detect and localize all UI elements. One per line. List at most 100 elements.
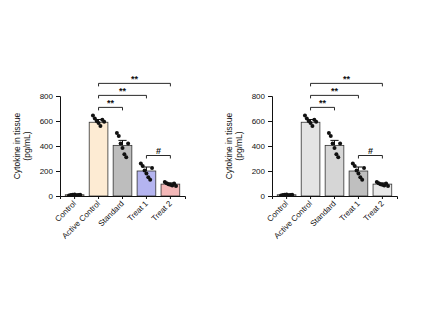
- tick-mark: [286, 196, 287, 199]
- annotation: #: [368, 146, 373, 156]
- data-point: [290, 193, 294, 196]
- annotation: **: [331, 86, 339, 96]
- tick-label: 600: [252, 117, 266, 126]
- data-point: [353, 164, 357, 168]
- annotation: **: [343, 74, 351, 84]
- data-point: [336, 155, 340, 159]
- tick: Treat 1: [126, 196, 150, 223]
- tick: Standard: [97, 196, 126, 228]
- data-point: [150, 166, 154, 170]
- tick-label: 600: [40, 117, 54, 126]
- tick-mark: [74, 196, 75, 199]
- data-point: [102, 120, 106, 124]
- tick: 600: [252, 117, 272, 126]
- tick: 800: [40, 92, 60, 101]
- bar: [325, 145, 344, 196]
- tick-label: Treat 2: [150, 199, 174, 223]
- tick-mark: [56, 121, 60, 122]
- x-axis: ControlActive ControlStandardTreat 1Trea…: [53, 196, 185, 241]
- data-point: [144, 172, 148, 176]
- data-point: [121, 146, 125, 150]
- tick: 400: [40, 142, 60, 151]
- tick-mark: [146, 196, 147, 199]
- annotation: **: [107, 98, 115, 108]
- tick-mark: [310, 196, 311, 199]
- data-point: [78, 193, 82, 196]
- tick-mark: [98, 196, 99, 199]
- tick-mark: [56, 171, 60, 172]
- axis-line: [56, 97, 61, 197]
- data-point: [314, 120, 318, 124]
- bar: [89, 122, 108, 196]
- chart: 0 200 400 600 800 ControlActive ControlStanda…: [12, 74, 186, 241]
- tick-mark: [56, 146, 60, 147]
- axis-title: Cytokine in tissue(pg/mL): [224, 112, 244, 179]
- tick-mark: [268, 96, 272, 97]
- data-point: [310, 124, 314, 128]
- tick: 600: [40, 117, 60, 126]
- data-point: [362, 166, 366, 170]
- y-axis: 0 200 400 600 800: [40, 92, 61, 201]
- tick-mark: [56, 96, 60, 97]
- tick-label: Treat 1: [126, 199, 150, 223]
- axis-title-line: Cytokine in tissue: [12, 112, 22, 179]
- tick-mark: [268, 146, 272, 147]
- tick: Treat 1: [338, 196, 362, 223]
- annotation: **: [131, 74, 139, 84]
- annotation: #: [156, 146, 161, 156]
- figure: 0 200 400 600 800 ControlActive ControlStanda…: [0, 0, 428, 320]
- tick-label: 200: [40, 167, 54, 176]
- tick: 800: [252, 92, 272, 101]
- tick: 0: [49, 192, 60, 201]
- y-axis: 0 200 400 600 800: [252, 92, 273, 201]
- tick: Treat 2: [362, 196, 386, 223]
- data-point: [360, 178, 364, 182]
- tick-label: 0: [261, 192, 266, 201]
- tick-mark: [334, 196, 335, 199]
- tick-label: Active Control: [60, 199, 102, 241]
- plot-area: [277, 113, 391, 196]
- tick-label: 800: [252, 92, 266, 101]
- axis-title-line: Cytokine in tissue: [224, 112, 234, 179]
- tick-label: 800: [40, 92, 54, 101]
- bar: [113, 145, 132, 196]
- tick: 0: [261, 192, 272, 201]
- axis-line: [268, 97, 273, 197]
- data-point: [338, 142, 342, 146]
- data-point: [98, 124, 102, 128]
- tick-label: 200: [252, 167, 266, 176]
- annotation: **: [119, 86, 127, 96]
- tick-label: Active Control: [272, 199, 314, 241]
- tick-label: 400: [40, 142, 54, 151]
- data-point: [174, 184, 178, 188]
- tick-mark: [268, 121, 272, 122]
- data-point: [126, 142, 130, 146]
- axis-title-line: (pg/mL): [22, 131, 32, 160]
- bar: [161, 184, 180, 196]
- tick: 200: [252, 167, 272, 176]
- data-point: [331, 142, 335, 146]
- data-point: [117, 134, 121, 138]
- tick-label: Standard: [97, 199, 126, 228]
- tick-mark: [170, 196, 171, 199]
- tick-mark: [56, 196, 60, 197]
- data-point: [333, 146, 337, 150]
- axis-title-line: (pg/mL): [234, 131, 244, 160]
- tick-mark: [358, 196, 359, 199]
- plot-area: [65, 113, 179, 196]
- data-point: [141, 164, 145, 168]
- data-point: [356, 172, 360, 176]
- x-axis: ControlActive ControlStandardTreat 1Trea…: [265, 196, 397, 241]
- bar: [349, 171, 368, 196]
- data-point: [386, 184, 390, 188]
- error-bar: [118, 140, 126, 145]
- tick-label: Treat 2: [362, 199, 386, 223]
- tick: 400: [252, 142, 272, 151]
- tick: Active Control: [60, 196, 102, 241]
- data-point: [329, 134, 333, 138]
- bar: [301, 122, 320, 196]
- tick-mark: [122, 196, 123, 199]
- tick: Treat 2: [150, 196, 174, 223]
- annotation: **: [319, 98, 327, 108]
- bar: [137, 171, 156, 196]
